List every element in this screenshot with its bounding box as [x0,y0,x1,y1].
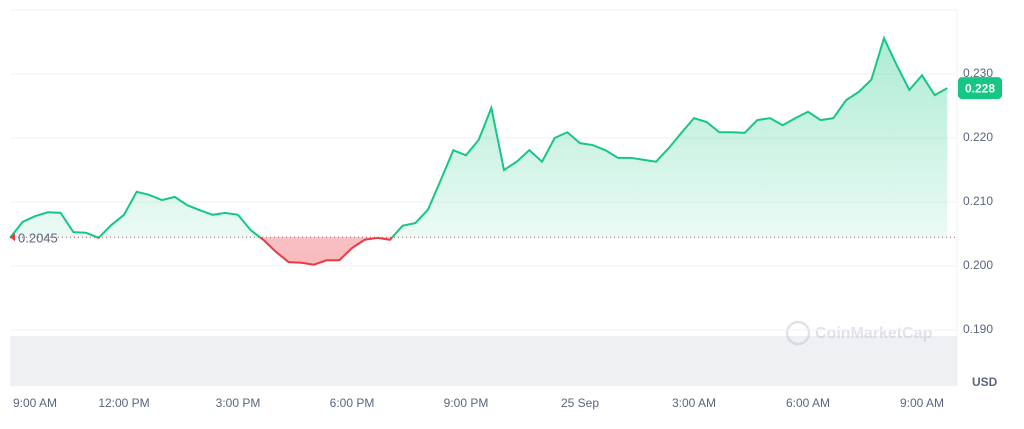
y-tick-label: 0.230 [963,66,993,80]
x-tick-label: 9:00 AM [900,396,944,410]
x-tick-label: 6:00 AM [786,396,830,410]
y-tick-label: 0.200 [963,258,993,272]
y-tick-label: 0.210 [963,194,993,208]
last-price-label: 0.228 [965,81,995,95]
area-up [10,38,948,238]
watermark-text: CoinMarketCap [815,325,933,342]
y-tick-label: 0.220 [963,130,993,144]
watermark: CoinMarketCap [785,320,933,346]
x-tick-label: 25 Sep [561,396,599,410]
last-price-badge [958,77,1002,100]
x-tick-label: 6:00 PM [330,396,375,410]
y-tick-label: 0.190 [963,322,993,336]
x-tick-label: 12:00 PM [98,396,149,410]
baseline-label: 0.2045 [18,231,58,246]
price-line-up [9,35,948,238]
y-unit: USD [972,375,998,389]
volume-band [10,336,957,386]
x-tick-label: 3:00 PM [216,396,261,410]
x-tick-label: 9:00 PM [444,396,489,410]
x-tick-label: 9:00 AM [13,396,57,410]
x-tick-label: 3:00 AM [672,396,716,410]
baseline-marker [10,233,15,242]
